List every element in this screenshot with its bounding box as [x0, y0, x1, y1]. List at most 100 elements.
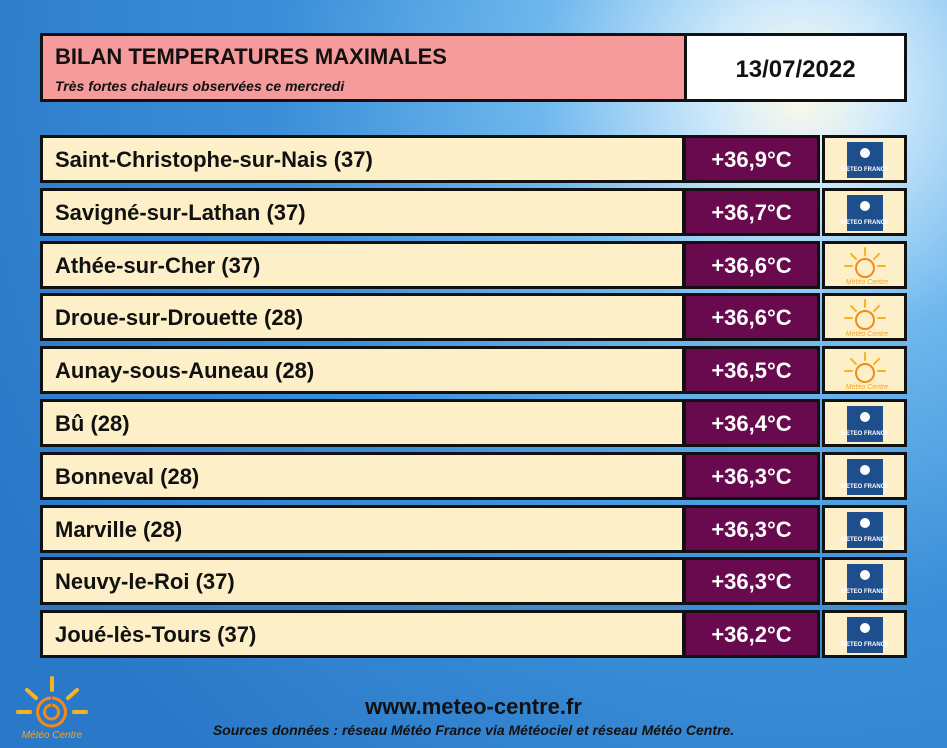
row: Marville (28) +36,3°C METEO FRANCE	[0, 504, 947, 553]
footer-logo-text: Météo Centre	[22, 730, 83, 741]
temp: +36,3°C	[711, 463, 792, 489]
logo-dot	[860, 623, 870, 634]
temp: +36,5°C	[711, 358, 792, 384]
logo-dot	[860, 148, 870, 158]
title: BILAN TEMPERATURES MAXIMALES	[55, 44, 447, 69]
logo-cell: Météo Centre	[822, 293, 907, 342]
sun-ray	[850, 358, 857, 366]
temp: +36,4°C	[711, 411, 792, 436]
title-box: BILAN TEMPERATURES MAXIMALES Très fortes…	[40, 33, 687, 102]
logo-text: METEO FRANCE	[841, 167, 889, 173]
sun	[855, 363, 875, 384]
logo-cell: Météo Centre	[822, 346, 907, 395]
station-cell: Bû (28)	[40, 399, 685, 447]
date-box: 13/07/2022	[684, 33, 907, 102]
logo-text: Météo Centre	[846, 331, 889, 338]
temp: +36,6°C	[711, 305, 792, 331]
logo-text: Météo Centre	[846, 279, 889, 286]
sun-ray	[873, 305, 880, 313]
temp-cell: +36,9°C	[683, 135, 820, 183]
station-cell: Aunay-sous-Auneau (28)	[40, 346, 685, 395]
sun-ray	[850, 305, 857, 313]
logo-text: Météo Centre	[846, 384, 889, 391]
logo-text: METEO FRANCE	[841, 589, 889, 595]
row: Savigné-sur-Lathan (37) +36,7°C METEO FRAN…	[0, 187, 947, 236]
temp-cell: +36,5°C	[683, 346, 820, 395]
station: Saint-Christophe-sur-Nais (37)	[55, 147, 373, 172]
logo-cell: METEO FRANCE	[822, 610, 907, 659]
logo-text: METEO FRANCE	[841, 220, 889, 226]
temp: +36,3°C	[711, 516, 792, 542]
row: Bû (28) +36,4°C METEO FRANCE	[0, 399, 947, 447]
station: Bonneval (28)	[55, 463, 200, 489]
logo-cell: METEO FRANCE	[822, 504, 907, 553]
temp: +36,9°C	[711, 147, 792, 172]
station: Bû (28)	[55, 411, 130, 436]
temp-cell: +36,7°C	[683, 187, 820, 236]
logo-cell: METEO FRANCE	[822, 451, 907, 500]
source-logo: METEO FRANCE	[841, 511, 889, 548]
row: Joué-lès-Tours (37) +36,2°C METEO FRANCE	[0, 610, 947, 659]
sun-ray	[873, 252, 880, 260]
temp-cell: +36,2°C	[683, 610, 820, 659]
temp-cell: +36,6°C	[683, 240, 820, 289]
source-logo: METEO FRANCE	[841, 194, 889, 231]
logo-dot	[860, 200, 870, 211]
source-logo: Météo Centre	[844, 299, 889, 338]
row: Saint-Christophe-sur-Nais (37) +36,9°C MET…	[0, 135, 947, 183]
temp-cell: +36,3°C	[683, 557, 820, 606]
sun	[855, 257, 875, 278]
temp: +36,3°C	[711, 569, 792, 595]
source-logo: METEO FRANCE	[841, 564, 889, 601]
station: Joué-lès-Tours (37)	[55, 622, 257, 648]
footer-logo: Météo Centre	[16, 676, 88, 741]
logo-dot	[860, 464, 870, 475]
row: Bonneval (28) +36,3°C METEO FRANCE	[0, 451, 947, 500]
logo-cell: METEO FRANCE	[822, 399, 907, 447]
station-cell: Joué-lès-Tours (37)	[40, 610, 685, 659]
subtitle: Très fortes chaleurs observées ce mercre…	[55, 78, 345, 94]
station-cell: Bonneval (28)	[40, 451, 685, 500]
station-cell: Athée-sur-Cher (37)	[40, 240, 685, 289]
station: Droue-sur-Drouette (28)	[55, 305, 304, 331]
station: Aunay-sous-Auneau (28)	[55, 358, 315, 384]
logo-dot	[860, 412, 870, 422]
temp-cell: +36,4°C	[683, 399, 820, 447]
station-cell: Droue-sur-Drouette (28)	[40, 293, 685, 342]
website: www.meteo-centre.fr	[365, 694, 582, 719]
station-cell: Savigné-sur-Lathan (37)	[40, 187, 685, 236]
source-logo: METEO FRANCE	[841, 617, 889, 654]
temp-cell: +36,6°C	[683, 293, 820, 342]
sources: Sources données : réseau Météo France vi…	[212, 722, 735, 738]
source-logo: METEO FRANCE	[841, 142, 889, 178]
logo-dot	[860, 570, 870, 581]
station-cell: Neuvy-le-Roi (37)	[40, 557, 685, 606]
station-cell: Marville (28)	[40, 504, 685, 553]
logo-dot	[860, 517, 870, 528]
temp: +36,6°C	[711, 252, 792, 278]
logo-text: METEO FRANCE	[841, 484, 889, 490]
date: 13/07/2022	[735, 56, 856, 83]
logo-text: METEO FRANCE	[841, 431, 889, 437]
station: Neuvy-le-Roi (37)	[55, 569, 235, 595]
row: Aunay-sous-Auneau (28) +36,5°C Météo Centr…	[0, 346, 947, 395]
logo-text: METEO FRANCE	[841, 537, 889, 543]
source-logo: METEO FRANCE	[841, 406, 889, 442]
sun-ray	[850, 252, 857, 260]
temp: +36,7°C	[711, 199, 792, 225]
temp: +36,2°C	[711, 622, 792, 648]
logo-cell: Météo Centre	[822, 240, 907, 289]
logo-cell: METEO FRANCE	[822, 135, 907, 183]
source-logo: Météo Centre	[844, 246, 889, 286]
temp-cell: +36,3°C	[683, 504, 820, 553]
source-logo: Météo Centre	[844, 352, 889, 391]
sun	[855, 310, 875, 331]
row: Athée-sur-Cher (37) +36,6°C Météo Centre	[0, 240, 947, 289]
station: Marville (28)	[55, 516, 183, 542]
station: Athée-sur-Cher (37)	[55, 252, 261, 278]
station: Savigné-sur-Lathan (37)	[55, 199, 306, 225]
logo-text: METEO FRANCE	[841, 642, 889, 648]
row: Neuvy-le-Roi (37) +36,3°C METEO FRANCE	[0, 557, 947, 606]
source-logo: METEO FRANCE	[841, 458, 889, 495]
